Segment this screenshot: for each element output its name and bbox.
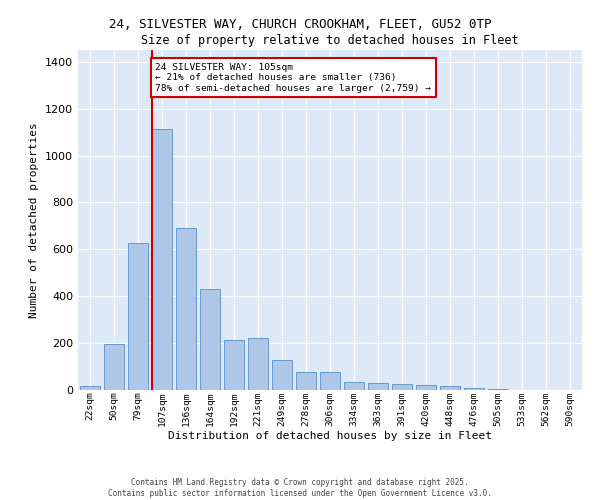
Bar: [248, 338, 268, 390]
Bar: [344, 382, 364, 390]
Bar: [152, 128, 172, 390]
Bar: [176, 228, 196, 390]
Text: Contains HM Land Registry data © Crown copyright and database right 2025.
Contai: Contains HM Land Registry data © Crown c…: [108, 478, 492, 498]
Y-axis label: Number of detached properties: Number of detached properties: [29, 122, 40, 318]
Bar: [320, 372, 340, 390]
Bar: [80, 386, 100, 390]
Bar: [224, 340, 244, 390]
Bar: [416, 386, 436, 390]
Bar: [440, 386, 460, 390]
Bar: [368, 383, 388, 390]
Bar: [200, 289, 220, 390]
Bar: [464, 388, 484, 390]
Bar: [296, 372, 316, 390]
Bar: [128, 244, 148, 390]
Bar: [272, 360, 292, 390]
Bar: [104, 344, 124, 390]
Bar: [488, 389, 508, 390]
Title: Size of property relative to detached houses in Fleet: Size of property relative to detached ho…: [141, 34, 519, 48]
Text: 24 SILVESTER WAY: 105sqm
← 21% of detached houses are smaller (736)
78% of semi-: 24 SILVESTER WAY: 105sqm ← 21% of detach…: [155, 63, 431, 92]
X-axis label: Distribution of detached houses by size in Fleet: Distribution of detached houses by size …: [168, 432, 492, 442]
Text: 24, SILVESTER WAY, CHURCH CROOKHAM, FLEET, GU52 0TP: 24, SILVESTER WAY, CHURCH CROOKHAM, FLEE…: [109, 18, 491, 30]
Bar: [392, 384, 412, 390]
